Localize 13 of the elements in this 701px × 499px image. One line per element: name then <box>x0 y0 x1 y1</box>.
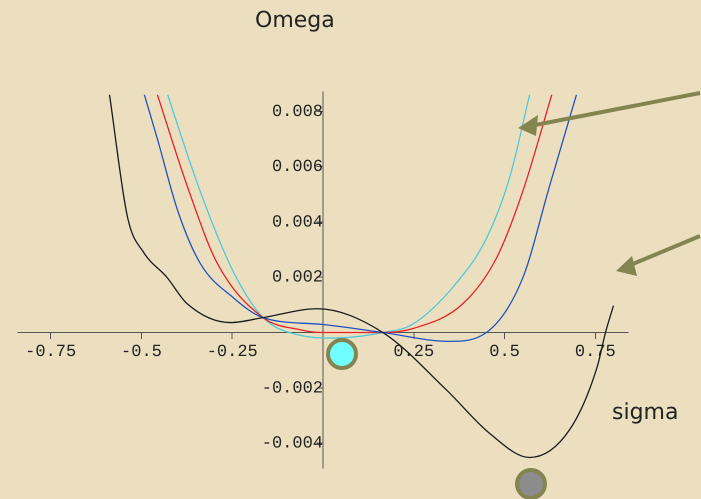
y-tick-label: 0.004 <box>272 213 323 232</box>
y-tick-label: -0.002 <box>262 379 323 398</box>
y-tick-label: 0.006 <box>272 158 323 178</box>
x-tick-label: -0.5 <box>121 343 162 362</box>
y-tick-label: -0.004 <box>262 434 323 454</box>
x-tick-label: -0.75 <box>25 343 76 362</box>
chart-title: Omega <box>255 8 335 33</box>
x-tick-label: -0.25 <box>206 343 258 362</box>
y-tick-label: 0.002 <box>272 268 323 288</box>
y-tick-label: 0.008 <box>272 102 323 122</box>
x-tick-label: 0.5 <box>489 343 520 362</box>
x-axis-title: sigma <box>612 400 678 425</box>
line-series <box>108 94 614 458</box>
